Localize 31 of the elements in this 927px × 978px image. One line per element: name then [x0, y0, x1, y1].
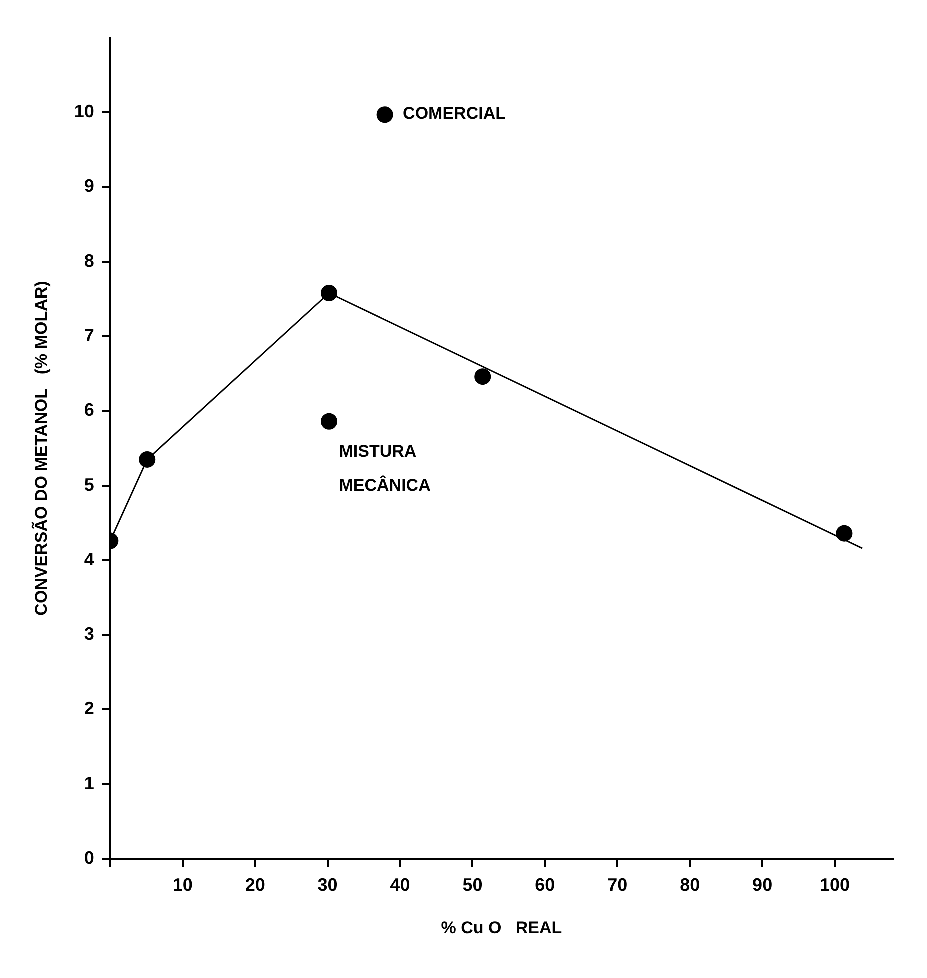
x-tick-label: 10: [172, 874, 193, 895]
x-tick-label: 70: [608, 874, 628, 895]
y-tick-label: 8: [84, 250, 94, 271]
y-tick-label: 1: [84, 773, 94, 794]
point: [474, 368, 492, 386]
x-tick-label: 100: [820, 874, 850, 895]
y-tick-label: 9: [84, 176, 94, 196]
x-tick-label: 50: [462, 874, 483, 895]
y-tick-label: 3: [84, 624, 94, 644]
y-tick-label: 2: [84, 698, 94, 719]
x-tick-label: 90: [752, 874, 773, 895]
x-tick-label: 30: [318, 874, 338, 895]
point: [321, 285, 338, 302]
y-axis-title: CONVERSÃO DO METANOL (% MOLAR): [30, 281, 51, 616]
point: [836, 525, 853, 542]
point: [139, 451, 156, 468]
annotation: MISTURA MECÂNICA: [339, 442, 431, 495]
y-tick-label: 0: [84, 848, 94, 868]
x-tick-label: 20: [245, 874, 266, 895]
point: [321, 413, 338, 430]
x-tick-label: 80: [680, 874, 700, 895]
y-tick-label: 10: [74, 102, 94, 122]
x-tick-label: 40: [390, 874, 410, 895]
x-tick-label: 60: [535, 874, 556, 895]
y-tick-label: 7: [84, 326, 94, 346]
x-axis-title: % Cu O REAL: [441, 918, 562, 938]
y-tick-label: 6: [84, 400, 94, 420]
annotation: COMERCIAL: [403, 104, 506, 124]
point: [376, 106, 394, 124]
y-tick-label: 5: [84, 474, 94, 495]
y-tick-label: 4: [84, 549, 94, 570]
